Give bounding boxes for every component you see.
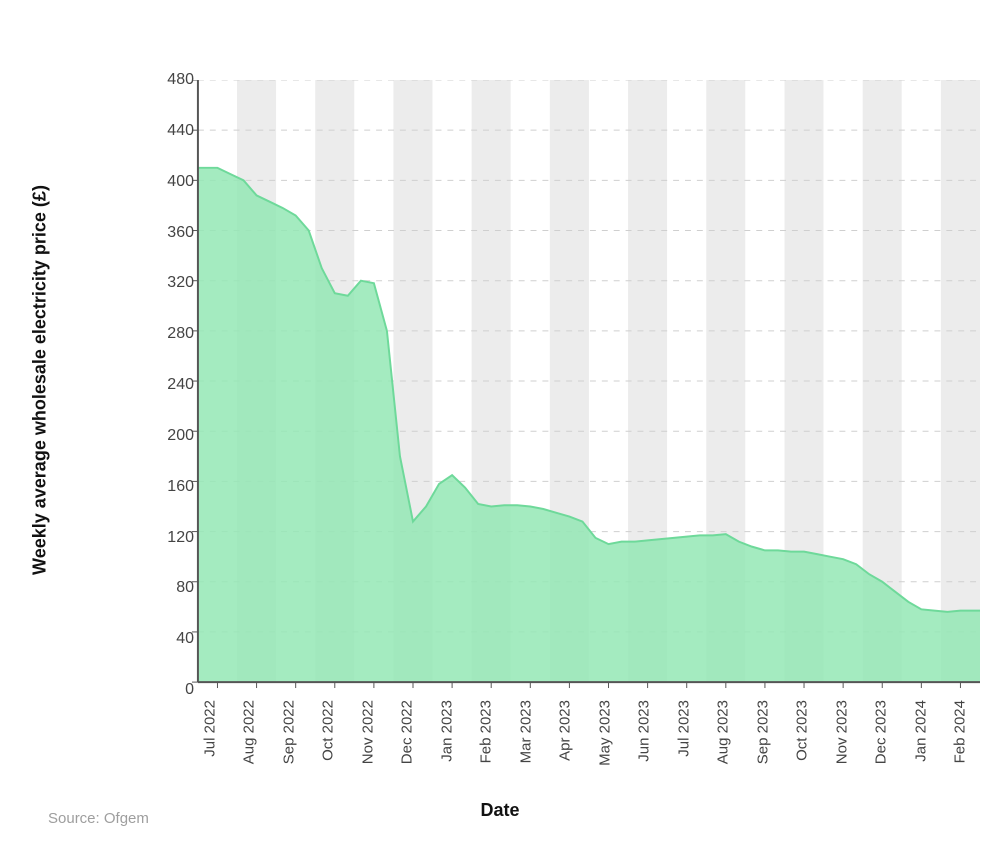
x-tick-label: Sep 2023 [754,700,771,764]
x-tick-label: Mar 2023 [517,700,534,763]
x-tick-label: Feb 2023 [478,700,495,763]
x-axis-title: Date [0,800,1000,821]
x-tick-label: Jan 2023 [438,700,455,762]
x-tick-label: Oct 2023 [794,700,811,761]
y-tick-label: 440 [144,122,194,140]
x-tick-label: Sep 2022 [280,700,297,764]
plot-area [190,80,980,690]
chart-container: Weekly average wholesale electricity pri… [0,0,1000,858]
y-tick-label: 320 [144,274,194,292]
x-tick-label: Dec 2023 [873,700,890,764]
x-tick-label: Nov 2022 [359,700,376,764]
x-tick-label: Jul 2023 [675,700,692,757]
y-tick-label: 360 [144,224,194,242]
y-tick-label: 120 [144,529,194,547]
y-tick-label: 40 [144,630,194,648]
x-tick-label: Aug 2022 [241,700,258,764]
x-tick-label: May 2023 [596,700,613,766]
x-tick-label: Nov 2023 [833,700,850,764]
x-tick-label: Jan 2024 [912,700,929,762]
x-tick-label: Jun 2023 [636,700,653,762]
x-tick-label: Apr 2023 [557,700,574,761]
y-axis-title: Weekly average wholesale electricity pri… [30,185,51,575]
y-tick-label: 0 [144,681,194,699]
y-tick-label: 80 [144,579,194,597]
y-tick-label: 280 [144,325,194,343]
y-tick-label: 160 [144,478,194,496]
source-text: Source: Ofgem [48,810,149,827]
y-tick-label: 400 [144,173,194,191]
x-tick-label: Aug 2023 [715,700,732,764]
y-tick-label: 200 [144,427,194,445]
y-tick-label: 240 [144,376,194,394]
x-tick-label: Oct 2022 [320,700,337,761]
x-tick-label: Dec 2022 [399,700,416,764]
x-tick-label: Jul 2022 [201,700,218,757]
x-tick-label: Feb 2024 [952,700,969,763]
y-tick-label: 480 [144,71,194,89]
